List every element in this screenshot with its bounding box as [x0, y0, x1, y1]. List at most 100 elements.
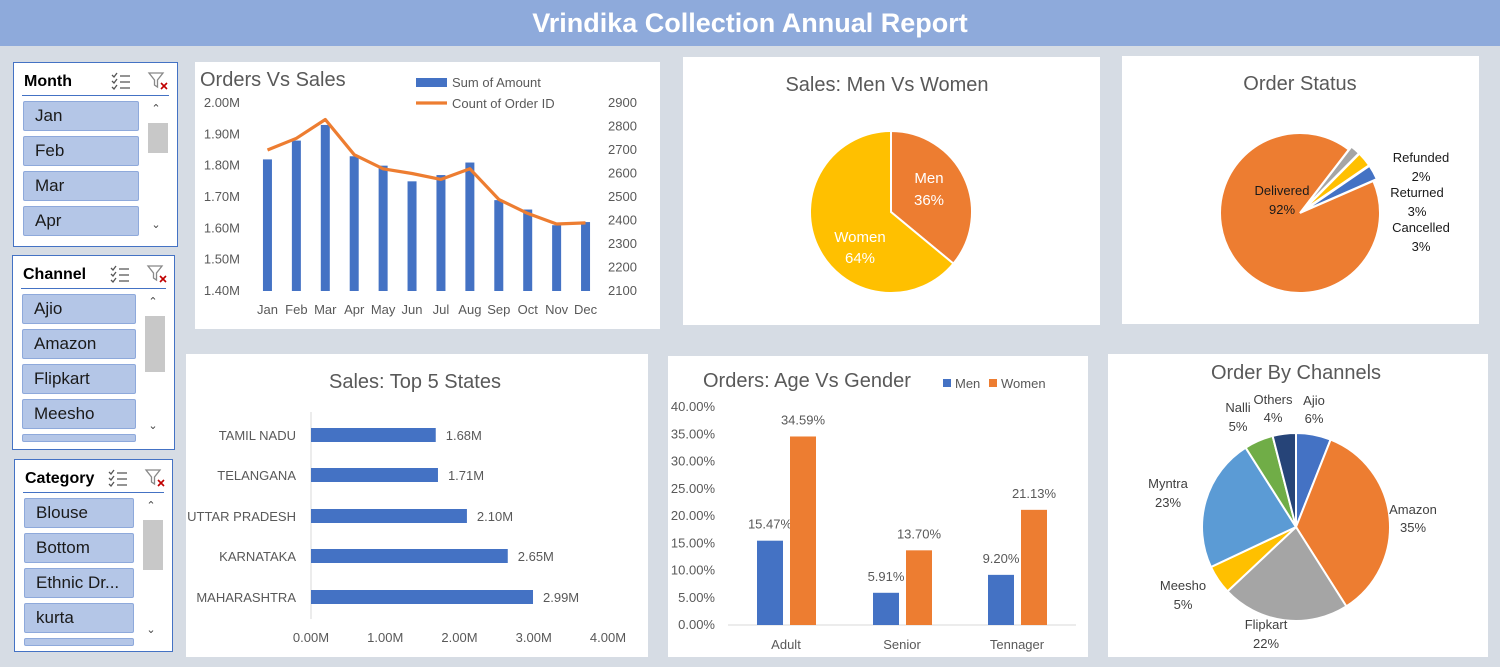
slice-value-label: 3% [1408, 204, 1427, 219]
x-tick-label: Dec [574, 302, 598, 317]
scrollbar[interactable]: ⌃ ⌄ [142, 498, 163, 638]
scrollbar[interactable]: ⌃ ⌄ [147, 101, 168, 236]
scroll-up-icon[interactable]: ⌃ [146, 500, 156, 512]
clear-filter-icon[interactable] [146, 264, 168, 284]
data-label: 13.70% [897, 526, 942, 541]
slice-value-label: 22% [1253, 636, 1279, 651]
slice-value-label: 2% [1412, 169, 1431, 184]
clear-filter-icon[interactable] [144, 468, 166, 488]
y-right-tick-label: 2600 [608, 166, 637, 181]
slice-value-label: 6% [1305, 411, 1324, 426]
bar [378, 165, 388, 291]
x-tick-label: May [371, 302, 396, 317]
x-tick-label: Aug [458, 302, 481, 317]
chart-age-vs-gender[interactable]: Orders: Age Vs Gender 0.00% 5.00% 10.00% 15.… [668, 356, 1088, 657]
slicer-item[interactable]: Amazon [22, 329, 136, 359]
slice-label: Cancelled [1392, 220, 1450, 235]
y-tick-label: 20.00% [671, 508, 716, 523]
bar [311, 549, 508, 563]
slice-label: Meesho [1160, 578, 1206, 593]
slicer-title: Channel [23, 266, 87, 283]
top5-states-svg: Sales: Top 5 States TAMIL NADU 1.68M TELANG… [187, 371, 626, 645]
chart-title: Order By Channels [1211, 362, 1381, 384]
scroll-down-icon[interactable]: ⌄ [148, 420, 158, 432]
slice-value-label: 36% [914, 192, 944, 209]
y-left-tick-label: 1.70M [204, 189, 240, 204]
data-label: 2.65M [518, 549, 554, 564]
bar [790, 436, 816, 625]
slicer-item[interactable]: Blouse [24, 498, 134, 528]
slicer-item[interactable]: Jan [23, 101, 139, 131]
pie-slice [809, 129, 955, 294]
chart-top5-states[interactable]: Sales: Top 5 States TAMIL NADU 1.68M TELANG… [186, 354, 648, 657]
clear-filter-icon[interactable] [147, 71, 169, 91]
slicer-month[interactable]: Month Jan Feb Mar Apr ⌃ ⌄ [13, 62, 178, 247]
order-by-channels-svg: Order By Channels Ajio 6% Amazon 35% Flipkart… [1148, 362, 1437, 651]
slice-label: Men [914, 170, 943, 187]
chart-men-vs-women[interactable]: Sales: Men Vs Women Men 36% Women 64% [683, 57, 1100, 325]
data-label: 21.13% [1012, 486, 1057, 501]
multi-select-icon[interactable] [110, 71, 132, 91]
pie-slice [890, 129, 973, 266]
scroll-down-icon[interactable]: ⌄ [146, 624, 156, 636]
legend-swatch-bar [416, 78, 447, 87]
scroll-thumb[interactable] [148, 123, 168, 153]
slice-value-label: 4% [1264, 410, 1283, 425]
slicer-item[interactable]: kurta [24, 603, 134, 633]
multi-select-icon[interactable] [107, 468, 129, 488]
scroll-thumb[interactable] [143, 520, 163, 570]
y-tick-label: 30.00% [671, 454, 716, 469]
scroll-up-icon[interactable]: ⌃ [151, 103, 161, 115]
bar [262, 159, 272, 291]
slicer-item-partial[interactable] [24, 638, 134, 646]
x-tick-label: Nov [545, 302, 569, 317]
slicer-item[interactable]: Meesho [22, 399, 136, 429]
pie-slice [1294, 438, 1391, 608]
y-tick-label: 0.00% [678, 617, 715, 632]
pie-slice [1219, 132, 1381, 294]
chart-order-status[interactable]: Order Status Delivered 92% Refunded 2% Return… [1122, 56, 1479, 324]
data-label: 2.10M [477, 509, 513, 524]
slicer-item[interactable]: Ajio [22, 294, 136, 324]
slicer-item[interactable]: Feb [23, 136, 139, 166]
x-tick-label: 2.00M [441, 630, 477, 645]
men-vs-women-svg: Sales: Men Vs Women Men 36% Women 64% [785, 74, 989, 294]
chart-orders-vs-sales[interactable]: Orders Vs Sales 1.40M 1.50M 1.60M 1.70M 1.80M… [195, 62, 660, 329]
data-label: 5.91% [868, 569, 905, 584]
legend-swatch [943, 379, 951, 387]
data-label: 9.20% [983, 551, 1020, 566]
slice-value-label: 5% [1174, 597, 1193, 612]
slicer-item[interactable]: Apr [23, 206, 139, 236]
series-line [266, 117, 586, 226]
x-tick-label: Tennager [990, 637, 1045, 652]
multi-select-icon[interactable] [109, 264, 131, 284]
legend-label: Men [955, 376, 980, 391]
scroll-thumb[interactable] [145, 316, 165, 372]
legend-label: Women [1001, 376, 1046, 391]
slice-label: Myntra [1148, 476, 1189, 491]
chart-order-by-channels[interactable]: Order By Channels Ajio 6% Amazon 35% Flipkart… [1108, 354, 1488, 657]
slicer-item[interactable]: Ethnic Dr... [24, 568, 134, 598]
x-tick-label: Apr [344, 302, 365, 317]
x-tick-label: Sep [487, 302, 510, 317]
y-tick-label: 5.00% [678, 590, 715, 605]
x-tick-label: Feb [285, 302, 307, 317]
slicer-category[interactable]: Category Blouse Bottom Ethnic Dr... kurt… [14, 459, 173, 652]
y-left-tick-label: 1.80M [204, 158, 240, 173]
slicer-item[interactable]: Mar [23, 171, 139, 201]
scrollbar[interactable]: ⌃ ⌄ [144, 294, 165, 434]
y-tick-label: TAMIL NADU [219, 428, 296, 443]
y-left-tick-label: 1.90M [204, 126, 240, 141]
data-label: 34.59% [781, 412, 826, 427]
legend-label: Sum of Amount [452, 75, 541, 90]
y-left-tick-label: 1.60M [204, 220, 240, 235]
scroll-up-icon[interactable]: ⌃ [148, 296, 158, 308]
report-title: Vrindika Collection Annual Report [0, 0, 1500, 46]
scroll-down-icon[interactable]: ⌄ [151, 219, 161, 231]
slicer-channel[interactable]: Channel Ajio Amazon Flipkart Meesho ⌃ ⌄ [12, 255, 175, 450]
slicer-item-partial[interactable] [22, 434, 136, 442]
slicer-item[interactable]: Flipkart [22, 364, 136, 394]
bar [320, 124, 330, 291]
slicer-item[interactable]: Bottom [24, 533, 134, 563]
data-label: 1.68M [446, 428, 482, 443]
